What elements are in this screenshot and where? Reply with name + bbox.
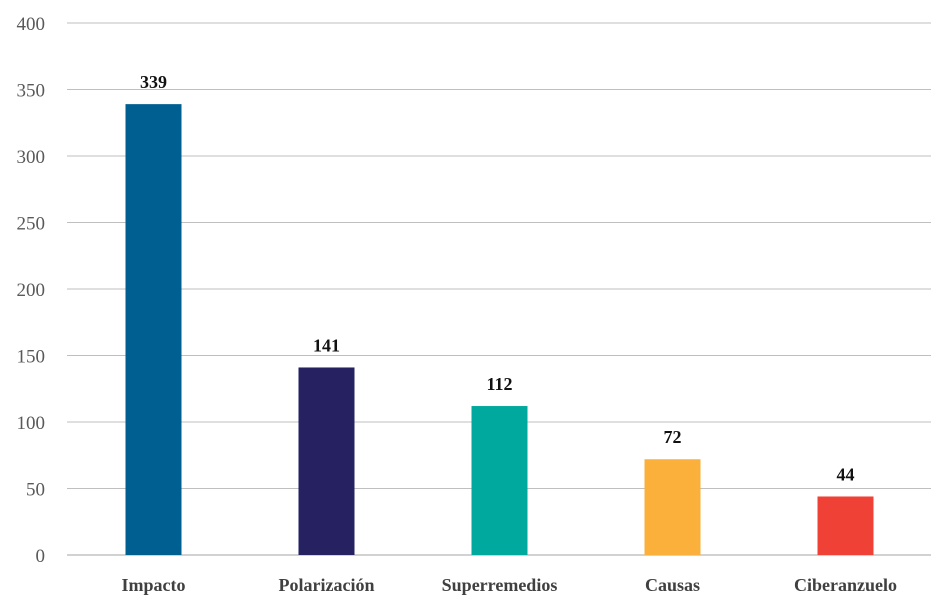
x-tick-label-ciberanzuelo: Ciberanzuelo xyxy=(794,575,897,595)
data-label-causas: 72 xyxy=(664,427,682,447)
y-tick-label-100: 100 xyxy=(17,413,46,434)
x-tick-label-impacto: Impacto xyxy=(122,575,186,595)
y-tick-label-50: 50 xyxy=(26,480,45,501)
y-tick-label-0: 0 xyxy=(36,546,46,567)
y-tick-label-200: 200 xyxy=(17,280,46,301)
bar-ciberanzuelo xyxy=(817,496,874,555)
bar-impacto xyxy=(125,104,182,555)
bar-polarización xyxy=(298,367,355,555)
x-tick-label-causas: Causas xyxy=(645,575,700,595)
y-tick-label-300: 300 xyxy=(17,147,46,168)
x-tick-label-superremedios: Superremedios xyxy=(442,575,558,595)
x-tick-label-polarización: Polarización xyxy=(279,575,375,595)
data-label-ciberanzuelo: 44 xyxy=(837,464,855,484)
y-tick-label-150: 150 xyxy=(17,347,46,368)
bar-superremedios xyxy=(471,406,528,555)
y-tick-label-350: 350 xyxy=(17,81,46,102)
y-axis-tick-labels: 0 50 100 150 200 250 300 350 400 xyxy=(17,14,46,567)
gridlines xyxy=(67,22,931,556)
bars xyxy=(125,104,874,555)
bar-causas xyxy=(644,459,701,555)
data-label-superremedios: 112 xyxy=(486,374,512,394)
data-labels: 339 141 112 72 44 xyxy=(140,72,855,484)
y-tick-label-400: 400 xyxy=(17,14,46,35)
data-label-impacto: 339 xyxy=(140,72,167,92)
y-tick-label-250: 250 xyxy=(17,214,46,235)
x-axis-tick-labels: Impacto Polarización Superremedios Causas Ci… xyxy=(122,575,898,595)
data-label-polarización: 141 xyxy=(313,335,340,355)
